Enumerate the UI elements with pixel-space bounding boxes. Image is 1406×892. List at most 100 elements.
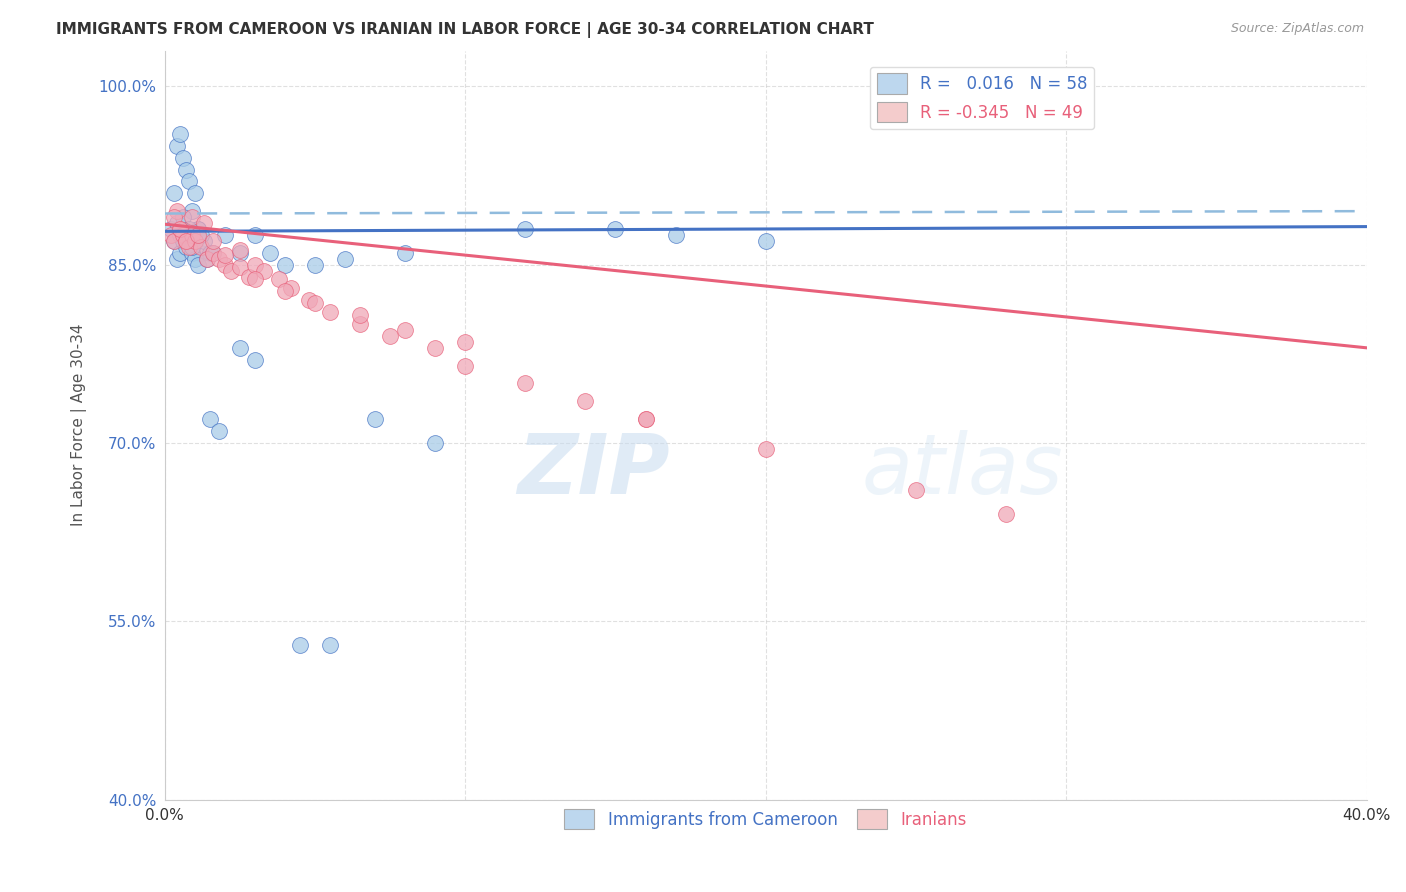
Point <box>515 376 537 391</box>
Point <box>229 260 252 274</box>
Point <box>159 227 181 242</box>
Text: IMMIGRANTS FROM CAMEROON VS IRANIAN IN LABOR FORCE | AGE 30-34 CORRELATION CHART: IMMIGRANTS FROM CAMEROON VS IRANIAN IN L… <box>56 22 875 38</box>
Point <box>243 227 266 242</box>
Point <box>172 227 194 242</box>
Y-axis label: In Labor Force | Age 30-34: In Labor Force | Age 30-34 <box>72 324 87 526</box>
Point <box>634 412 657 426</box>
Point <box>184 252 207 266</box>
Point <box>187 222 209 236</box>
Point <box>214 258 236 272</box>
Point <box>274 284 297 298</box>
Point <box>180 240 202 254</box>
Point <box>229 341 252 355</box>
Point <box>280 281 302 295</box>
Point <box>177 240 200 254</box>
Point <box>180 204 202 219</box>
Point <box>193 234 215 248</box>
Point <box>187 227 209 242</box>
Point <box>333 252 356 266</box>
Point <box>319 305 342 319</box>
Point <box>184 234 207 248</box>
Point <box>298 293 321 308</box>
Point <box>172 234 194 248</box>
Point <box>288 638 311 652</box>
Point <box>364 412 387 426</box>
Point <box>243 258 266 272</box>
Point <box>304 258 326 272</box>
Point <box>665 227 688 242</box>
Point <box>238 269 260 284</box>
Point <box>243 272 266 286</box>
Point <box>190 245 212 260</box>
Point <box>177 222 200 236</box>
Point <box>169 127 191 141</box>
Point <box>190 227 212 242</box>
Point <box>180 210 202 224</box>
Point <box>163 186 186 201</box>
Point <box>177 174 200 188</box>
Point <box>187 258 209 272</box>
Point <box>169 222 191 236</box>
Point <box>634 412 657 426</box>
Point <box>995 508 1018 522</box>
Point <box>274 258 297 272</box>
Point <box>214 248 236 262</box>
Point <box>169 227 191 242</box>
Point <box>166 204 188 219</box>
Point <box>349 317 371 331</box>
Point <box>163 210 186 224</box>
Point <box>177 227 200 242</box>
Point <box>174 234 197 248</box>
Text: Source: ZipAtlas.com: Source: ZipAtlas.com <box>1230 22 1364 36</box>
Point <box>267 272 290 286</box>
Point <box>755 442 778 456</box>
Point <box>174 162 197 177</box>
Point <box>755 234 778 248</box>
Point <box>159 222 181 236</box>
Point <box>454 359 477 373</box>
Point <box>515 222 537 236</box>
Point <box>259 245 281 260</box>
Point <box>177 227 200 242</box>
Point <box>166 252 188 266</box>
Point <box>187 222 209 236</box>
Point <box>180 240 202 254</box>
Point <box>174 234 197 248</box>
Point <box>605 222 627 236</box>
Point <box>172 210 194 224</box>
Point <box>180 227 202 242</box>
Point <box>184 186 207 201</box>
Point <box>169 245 191 260</box>
Point <box>198 245 221 260</box>
Text: ZIP: ZIP <box>517 430 669 510</box>
Point <box>229 245 252 260</box>
Point <box>378 329 401 343</box>
Point <box>169 222 191 236</box>
Point <box>394 323 416 337</box>
Point <box>319 638 342 652</box>
Point <box>195 252 218 266</box>
Point <box>304 295 326 310</box>
Point <box>174 240 197 254</box>
Point <box>201 234 224 248</box>
Point <box>208 424 231 438</box>
Point <box>174 234 197 248</box>
Point <box>253 263 276 277</box>
Point <box>198 412 221 426</box>
Legend: Immigrants from Cameroon, Iranians: Immigrants from Cameroon, Iranians <box>558 803 974 836</box>
Point <box>454 334 477 349</box>
Point <box>201 245 224 260</box>
Point <box>229 244 252 258</box>
Point <box>172 151 194 165</box>
Point <box>425 436 447 450</box>
Point <box>201 245 224 260</box>
Text: atlas: atlas <box>862 430 1063 510</box>
Point <box>574 394 596 409</box>
Point <box>172 227 194 242</box>
Point <box>193 216 215 230</box>
Point <box>214 227 236 242</box>
Point <box>174 234 197 248</box>
Point <box>208 252 231 266</box>
Point <box>184 234 207 248</box>
Point <box>905 483 928 498</box>
